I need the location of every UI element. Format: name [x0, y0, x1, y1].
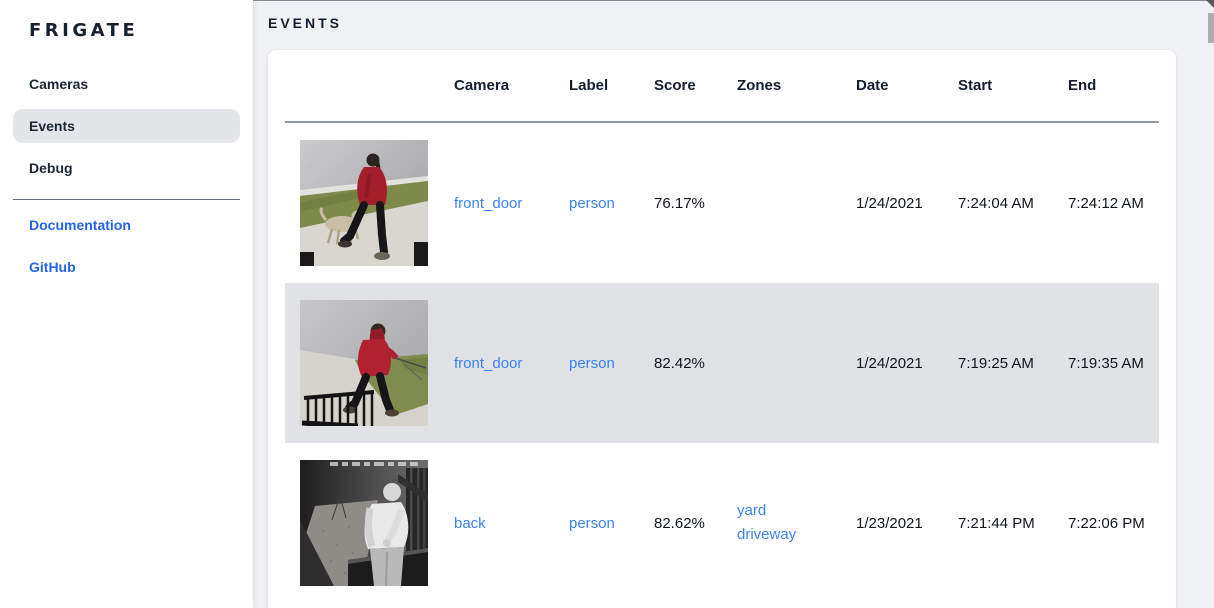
app-logo: FRIGATE: [29, 20, 139, 41]
camera-link[interactable]: front_door: [454, 354, 523, 372]
events-card: Camera Label Score Zones Date Start End: [268, 50, 1176, 608]
event-row[interactable]: front_door person 76.17% 1/24/2021 7:24:…: [285, 123, 1159, 283]
score-value: 82.42%: [654, 354, 705, 372]
start-time-value: 7:21:44 PM: [958, 514, 1035, 532]
end-time-value: 7:19:35 AM: [1068, 354, 1144, 372]
sidebar-item-debug[interactable]: Debug: [29, 160, 73, 176]
score-value: 76.17%: [654, 194, 705, 212]
sidebar-divider: [13, 199, 240, 200]
camera-link[interactable]: front_door: [454, 194, 523, 212]
camera-link[interactable]: back: [454, 514, 486, 532]
sidebar-link-github[interactable]: GitHub: [29, 259, 76, 275]
events-table-header: Camera Label Score Zones Date Start End: [285, 50, 1159, 123]
column-header-score: Score: [654, 77, 696, 94]
label-link[interactable]: person: [569, 514, 615, 532]
zone-link-yard[interactable]: yard: [737, 502, 767, 519]
sidebar-item-events[interactable]: Events: [13, 109, 240, 143]
snapshot-image: [300, 140, 428, 266]
score-value: 82.62%: [654, 514, 705, 532]
column-header-end: End: [1068, 77, 1097, 94]
snapshot-image: [300, 460, 428, 586]
end-time-value: 7:22:06 PM: [1068, 514, 1145, 532]
sidebar: FRIGATE Cameras Events Debug Documentation…: [0, 0, 253, 608]
vertical-scrollbar-thumb[interactable]: [1208, 13, 1214, 43]
zones-cell: yard driveway: [737, 499, 856, 547]
event-row[interactable]: back person 82.62% yard driveway 1/23/202…: [285, 443, 1159, 603]
event-row[interactable]: front_door person 82.42% 1/24/2021 7:19:…: [285, 283, 1159, 443]
snapshot-image: [300, 300, 428, 426]
event-thumbnail-person-in-red-coat-walking-dog-daytime[interactable]: [300, 140, 428, 266]
column-header-label: Label: [569, 77, 609, 94]
zone-link-driveway[interactable]: driveway: [737, 526, 797, 543]
label-link[interactable]: person: [569, 194, 615, 212]
start-time-value: 7:19:25 AM: [958, 354, 1034, 372]
column-header-date: Date: [856, 77, 889, 94]
column-header-zones: Zones: [737, 77, 782, 94]
event-thumbnail-person-in-white-shirt-infrared-night[interactable]: [300, 460, 428, 586]
page-title: EVENTS: [268, 15, 343, 31]
label-link[interactable]: person: [569, 354, 615, 372]
start-time-value: 7:24:04 AM: [958, 194, 1034, 212]
sidebar-link-documentation[interactable]: Documentation: [29, 217, 131, 233]
sidebar-item-cameras[interactable]: Cameras: [29, 76, 89, 92]
vertical-scrollbar-track[interactable]: [1208, 0, 1214, 608]
end-time-value: 7:24:12 AM: [1068, 194, 1144, 212]
main-content: EVENTS Camera Label Score Zones Date Start End: [253, 0, 1214, 608]
events-table-body: front_door person 76.17% 1/24/2021 7:24:…: [285, 123, 1159, 603]
scroll-corner-glyph: [1206, 0, 1214, 8]
sidebar-external-links: Documentation GitHub: [0, 208, 253, 284]
date-value: 1/24/2021: [856, 354, 923, 372]
event-thumbnail-person-in-red-hoodie-with-dog-leash-daytime[interactable]: [300, 300, 428, 426]
column-header-camera: Camera: [454, 77, 510, 94]
column-header-start: Start: [958, 77, 993, 94]
date-value: 1/23/2021: [856, 514, 923, 532]
date-value: 1/24/2021: [856, 194, 923, 212]
sidebar-nav: Cameras Events Debug: [0, 67, 253, 185]
